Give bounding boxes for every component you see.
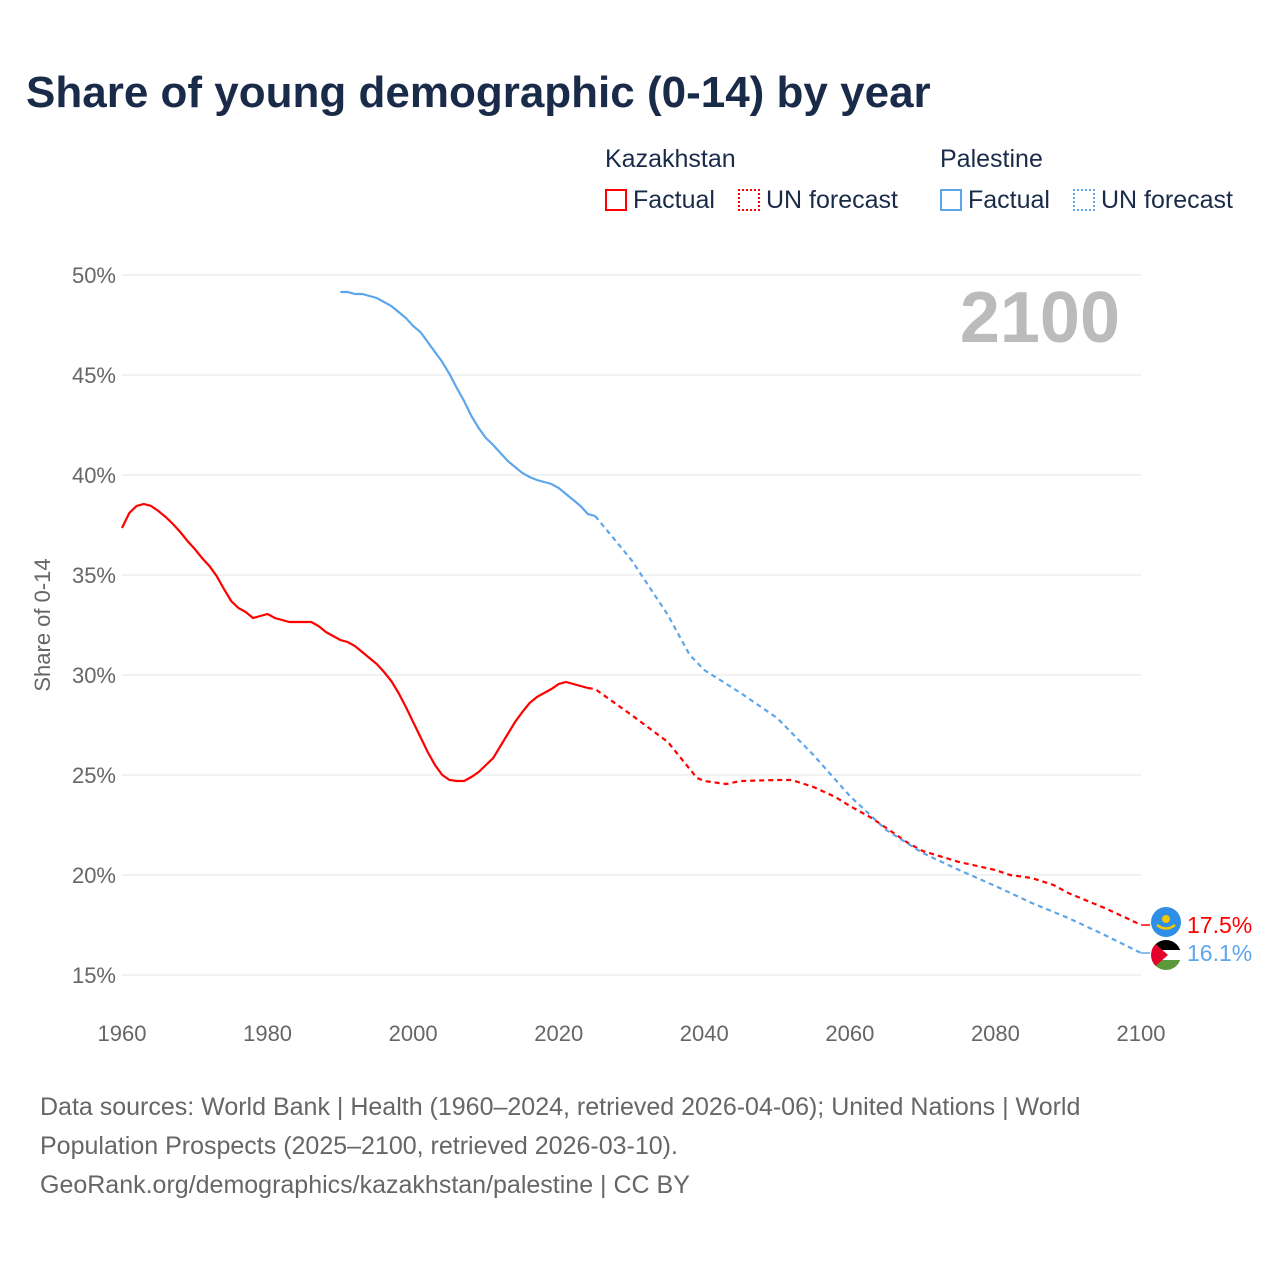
chart-title: Share of young demographic (0-14) by yea… — [26, 68, 931, 117]
y-tick-label: 50% — [72, 263, 116, 288]
y-axis-label: Share of 0-14 — [30, 558, 55, 691]
data-sources: Data sources: World Bank | Health (1960–… — [40, 1093, 1081, 1160]
line-kazakhstan-forecast — [587, 686, 1142, 926]
legend-swatch — [940, 189, 962, 211]
x-tick-label: 1960 — [98, 1021, 147, 1046]
legend-ps-factual[interactable]: Factual — [940, 186, 1050, 215]
legend-ps-forecast[interactable]: UN forecast — [1073, 186, 1233, 215]
y-tick-label: 30% — [72, 663, 116, 688]
x-tick-label: 2060 — [825, 1021, 874, 1046]
y-tick-label: 25% — [72, 763, 116, 788]
end-value-label: 17.5% — [1187, 912, 1252, 938]
x-tick-label: 2080 — [971, 1021, 1020, 1046]
footer: Data sources: World Bank | Health (1960–… — [40, 1088, 1180, 1205]
eagle-icon — [1156, 923, 1176, 930]
x-tick-label: 2000 — [389, 1021, 438, 1046]
y-tick-label: 45% — [72, 363, 116, 388]
legend-swatch — [738, 189, 760, 211]
line-palestine-factual — [340, 290, 596, 518]
x-tick-label: 2100 — [1117, 1021, 1166, 1046]
line-palestine-forecast — [594, 515, 1142, 954]
sun-icon — [1162, 915, 1170, 923]
legend-kz-factual[interactable]: Factual — [605, 186, 715, 215]
flag-stripe — [1151, 960, 1181, 970]
legend-kz-forecast[interactable]: UN forecast — [738, 186, 898, 215]
year-watermark: 2100 — [960, 278, 1120, 358]
legend-group-kazakhstan: Kazakhstan — [605, 145, 736, 173]
y-tick-label: 35% — [72, 563, 116, 588]
y-tick-label: 15% — [72, 963, 116, 988]
legend-group-palestine: Palestine — [940, 145, 1043, 173]
legend-swatch — [1073, 189, 1095, 211]
flag-stripe — [1151, 940, 1181, 950]
x-tick-label: 2020 — [534, 1021, 583, 1046]
line-kazakhstan-factual — [121, 502, 589, 783]
legend-swatch — [605, 189, 627, 211]
palestine-flag-icon — [1151, 940, 1168, 970]
y-tick-label: 40% — [72, 463, 116, 488]
x-tick-label: 2040 — [680, 1021, 729, 1046]
y-tick-label: 20% — [72, 863, 116, 888]
x-tick-label: 1980 — [243, 1021, 292, 1046]
source-link[interactable]: GeoRank.org/demographics/kazakhstan/pale… — [40, 1171, 690, 1199]
end-value-label: 16.1% — [1187, 940, 1252, 966]
